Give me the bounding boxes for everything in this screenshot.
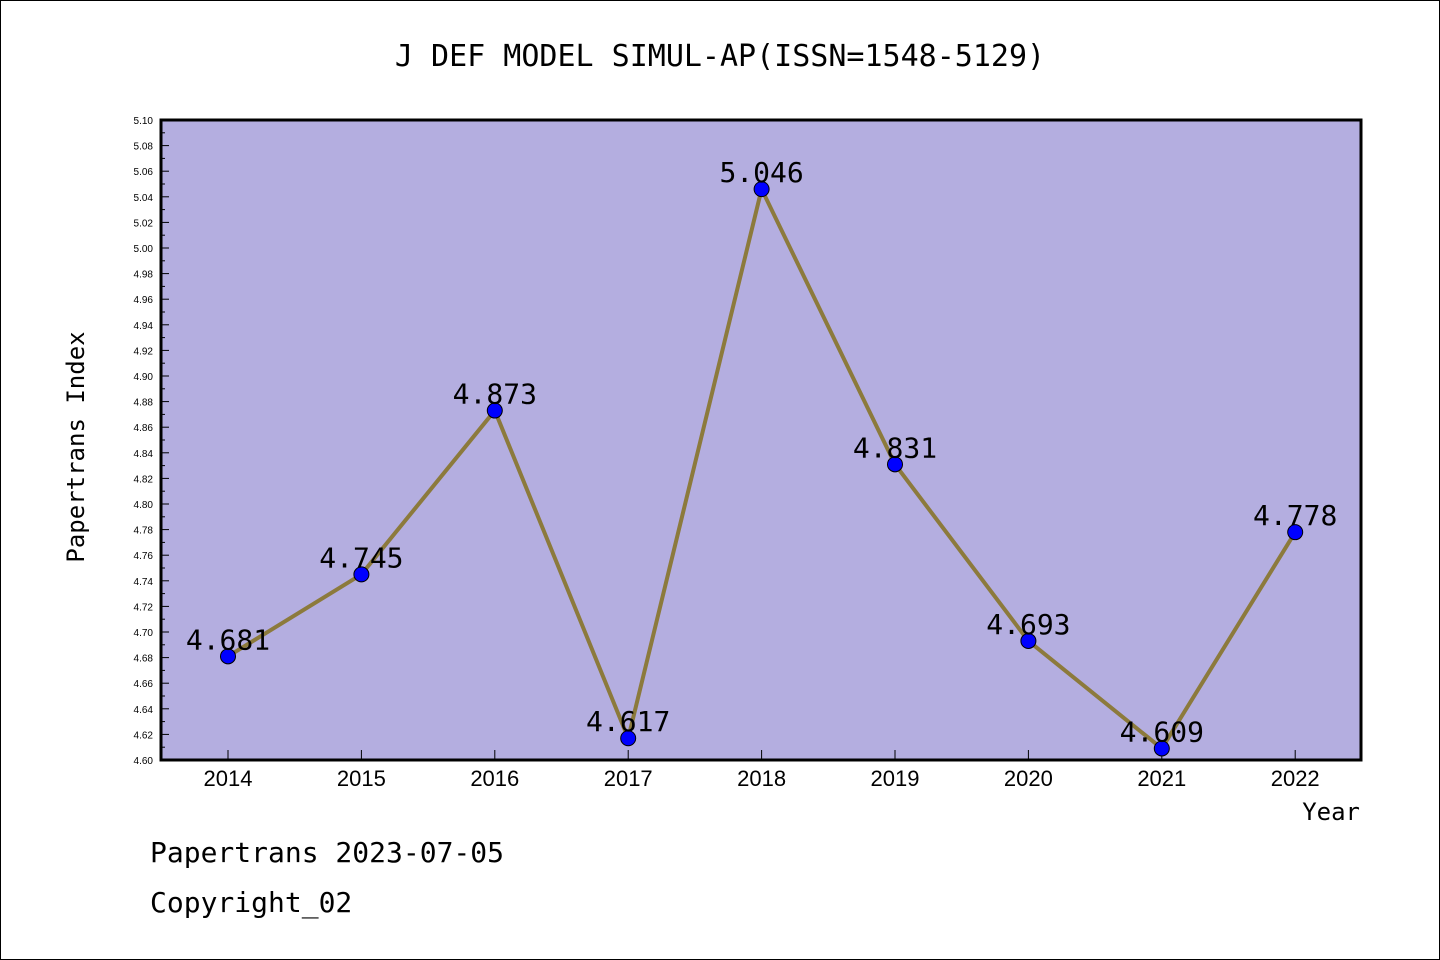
data-point — [486, 402, 503, 419]
y-tick-label: 4.74 — [134, 577, 154, 588]
y-tick-label: 4.92 — [134, 346, 154, 357]
y-tick-label: 4.94 — [134, 321, 154, 332]
y-tick-label: 5.04 — [134, 193, 154, 204]
x-tick-label: 2019 — [871, 766, 920, 791]
data-label: 5.046 — [719, 156, 803, 189]
x-tick-label: 2014 — [204, 766, 253, 791]
x-tick-label: 2022 — [1271, 766, 1320, 791]
data-point — [620, 730, 637, 747]
data-label: 4.681 — [186, 623, 270, 656]
data-label: 4.831 — [853, 431, 937, 464]
y-tick-label: 4.70 — [134, 628, 154, 639]
x-tick-label: 2020 — [1004, 766, 1053, 791]
x-axis-label: Year — [1302, 798, 1360, 826]
data-point — [753, 181, 770, 198]
y-tick-label: 5.08 — [134, 142, 154, 153]
footer-date: Papertrans 2023-07-05 — [150, 836, 505, 869]
y-tick-label: 4.62 — [134, 730, 154, 741]
footer-copyright: Copyright_02 — [150, 886, 353, 919]
y-axis-label: Papertrans Index — [62, 331, 90, 562]
y-tick-label: 5.00 — [134, 244, 154, 255]
y-axis: 4.60 4.62 4.64 4.66 4.68 4.70 4.72 4.74 4.76 4.78… — [134, 116, 169, 767]
data-label: 4.617 — [586, 705, 670, 738]
y-tick-label: 4.80 — [134, 500, 154, 511]
y-tick-label: 5.02 — [134, 218, 154, 229]
y-tick-label: 4.60 — [134, 756, 154, 767]
y-tick-label: 4.98 — [134, 270, 154, 281]
x-tick-label: 2015 — [337, 766, 386, 791]
plot-area — [159, 118, 1363, 762]
data-label: 4.609 — [1120, 715, 1204, 748]
y-tick-label: 4.76 — [134, 551, 154, 562]
y-tick-label: 4.82 — [134, 474, 154, 485]
data-point — [1287, 524, 1304, 541]
y-tick-label: 4.86 — [134, 423, 154, 434]
data-point — [887, 456, 903, 473]
y-tick-label: 4.90 — [134, 372, 154, 383]
series-group: 4.681 4.745 4.873 4.617 5.046 4.831 4.693 4.609… — [186, 156, 1337, 757]
x-axis: 2014 2015 2016 2017 2018 2019 2020 2021 2022 — [204, 750, 1320, 791]
data-label: 4.873 — [453, 378, 537, 411]
y-tick-label: 4.84 — [134, 449, 154, 460]
data-point — [1020, 632, 1037, 649]
y-tick-label: 4.78 — [134, 526, 154, 537]
y-tick-label: 4.66 — [134, 679, 154, 690]
chart-title: J DEF MODEL SIMUL-AP(ISSN=1548-5129) — [395, 39, 1045, 74]
data-label: 4.778 — [1253, 499, 1337, 532]
y-tick-label: 5.10 — [134, 116, 154, 127]
data-label: 4.693 — [986, 608, 1070, 641]
data-point — [220, 648, 236, 665]
x-tick-label: 2016 — [470, 766, 519, 791]
x-tick-label: 2021 — [1137, 766, 1186, 791]
y-tick-label: 4.88 — [134, 398, 154, 409]
y-tick-label: 4.96 — [134, 295, 154, 306]
x-tick-label: 2018 — [737, 766, 786, 791]
y-tick-label: 4.72 — [134, 602, 154, 613]
y-tick-label: 5.06 — [134, 167, 154, 178]
y-tick-label: 4.68 — [134, 654, 154, 665]
x-tick-label: 2017 — [604, 766, 653, 791]
y-tick-label: 4.64 — [134, 705, 154, 716]
data-point — [353, 566, 370, 583]
data-point — [1153, 740, 1170, 757]
data-label: 4.745 — [319, 541, 403, 574]
